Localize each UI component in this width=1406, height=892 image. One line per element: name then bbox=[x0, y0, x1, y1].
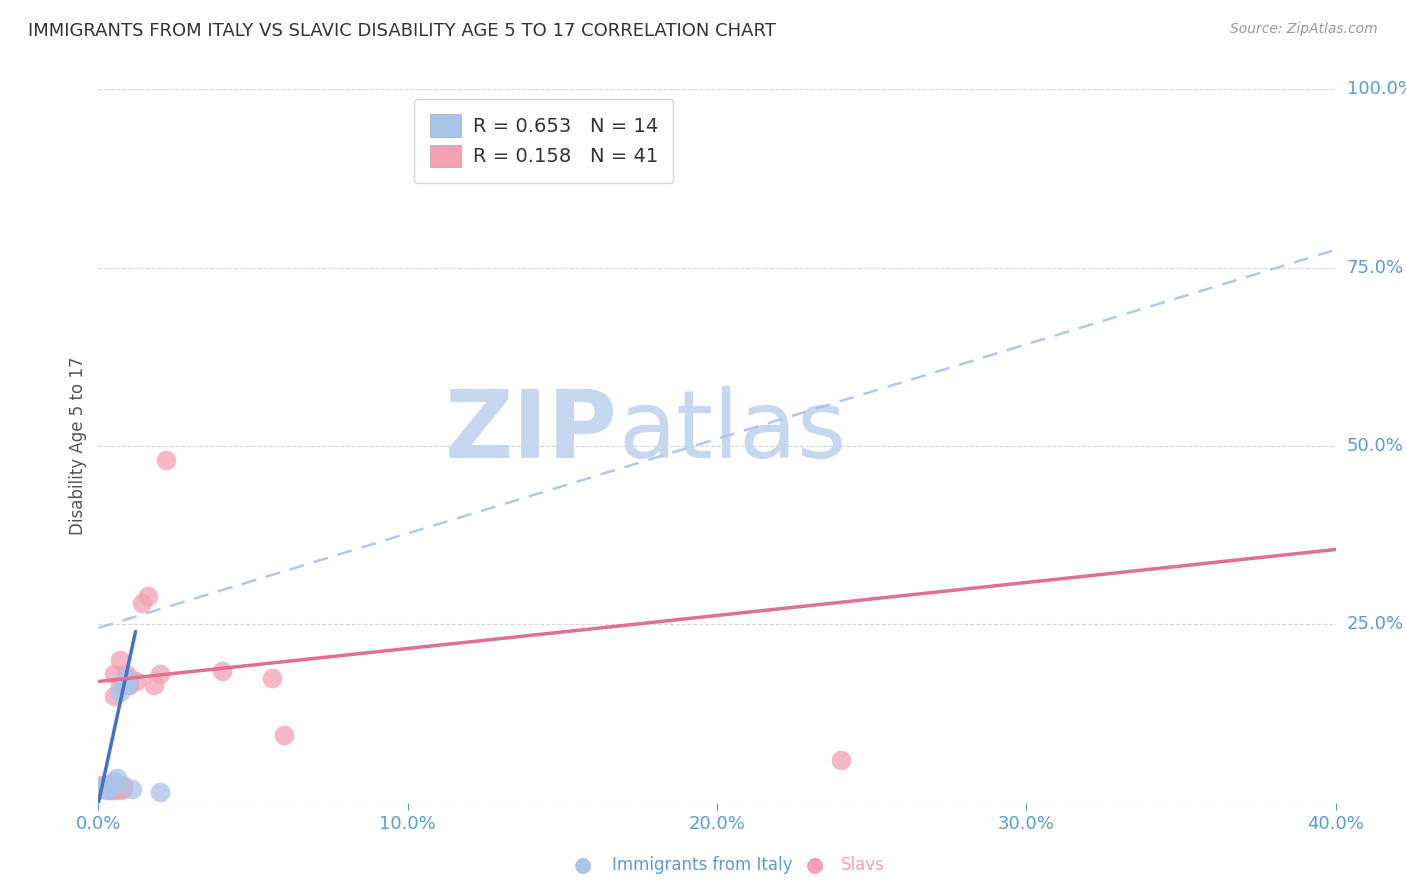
Point bbox=[112, 780, 135, 794]
Point bbox=[830, 753, 852, 767]
Point bbox=[97, 780, 120, 794]
Point bbox=[93, 780, 115, 794]
Point bbox=[118, 678, 141, 692]
Text: atlas: atlas bbox=[619, 385, 846, 478]
Point bbox=[103, 774, 125, 789]
Text: 25.0%: 25.0% bbox=[1347, 615, 1405, 633]
Legend: R = 0.653   N = 14, R = 0.158   N = 41: R = 0.653 N = 14, R = 0.158 N = 41 bbox=[415, 99, 673, 183]
Point bbox=[108, 685, 131, 699]
Point bbox=[115, 671, 138, 685]
Point bbox=[136, 589, 159, 603]
Point bbox=[112, 781, 135, 796]
Point bbox=[155, 453, 177, 467]
Point bbox=[97, 778, 120, 792]
Point bbox=[115, 667, 138, 681]
Point bbox=[105, 781, 128, 796]
Point bbox=[97, 783, 120, 797]
Y-axis label: Disability Age 5 to 17: Disability Age 5 to 17 bbox=[69, 357, 87, 535]
Point bbox=[105, 780, 128, 794]
Point bbox=[100, 780, 122, 794]
Point bbox=[112, 778, 135, 792]
Point bbox=[105, 771, 128, 785]
Point bbox=[149, 785, 172, 799]
Point bbox=[93, 781, 115, 796]
Point bbox=[108, 678, 131, 692]
Point bbox=[273, 728, 295, 742]
Point bbox=[90, 781, 112, 796]
Point bbox=[115, 678, 138, 692]
Point bbox=[100, 781, 122, 796]
Point bbox=[108, 783, 131, 797]
Text: 75.0%: 75.0% bbox=[1347, 259, 1405, 277]
Point bbox=[103, 783, 125, 797]
Point bbox=[211, 664, 233, 678]
Point bbox=[100, 783, 122, 797]
Point bbox=[108, 653, 131, 667]
Text: Source: ZipAtlas.com: Source: ZipAtlas.com bbox=[1230, 22, 1378, 37]
Text: 100.0%: 100.0% bbox=[1347, 80, 1406, 98]
Point bbox=[131, 596, 153, 610]
Point bbox=[93, 778, 115, 792]
Point bbox=[97, 781, 120, 796]
Point bbox=[90, 781, 112, 796]
Text: 50.0%: 50.0% bbox=[1347, 437, 1403, 455]
Point bbox=[100, 780, 122, 794]
Point bbox=[143, 678, 166, 692]
Point bbox=[90, 780, 112, 794]
Point bbox=[103, 780, 125, 794]
Point bbox=[105, 778, 128, 792]
Text: Immigrants from Italy: Immigrants from Italy bbox=[612, 856, 792, 874]
Point bbox=[103, 689, 125, 703]
Text: Slavs: Slavs bbox=[841, 856, 884, 874]
Text: ●: ● bbox=[575, 855, 592, 875]
Point bbox=[90, 778, 112, 792]
Point bbox=[97, 778, 120, 792]
Point bbox=[112, 678, 135, 692]
Point bbox=[124, 674, 146, 689]
Point bbox=[97, 783, 120, 797]
Text: ZIP: ZIP bbox=[446, 385, 619, 478]
Point bbox=[93, 780, 115, 794]
Point bbox=[103, 778, 125, 792]
Point bbox=[121, 781, 143, 796]
Point bbox=[100, 778, 122, 792]
Point bbox=[118, 678, 141, 692]
Point bbox=[149, 667, 172, 681]
Point bbox=[103, 667, 125, 681]
Point bbox=[118, 671, 141, 685]
Text: ●: ● bbox=[807, 855, 824, 875]
Text: IMMIGRANTS FROM ITALY VS SLAVIC DISABILITY AGE 5 TO 17 CORRELATION CHART: IMMIGRANTS FROM ITALY VS SLAVIC DISABILI… bbox=[28, 22, 776, 40]
Point bbox=[260, 671, 283, 685]
